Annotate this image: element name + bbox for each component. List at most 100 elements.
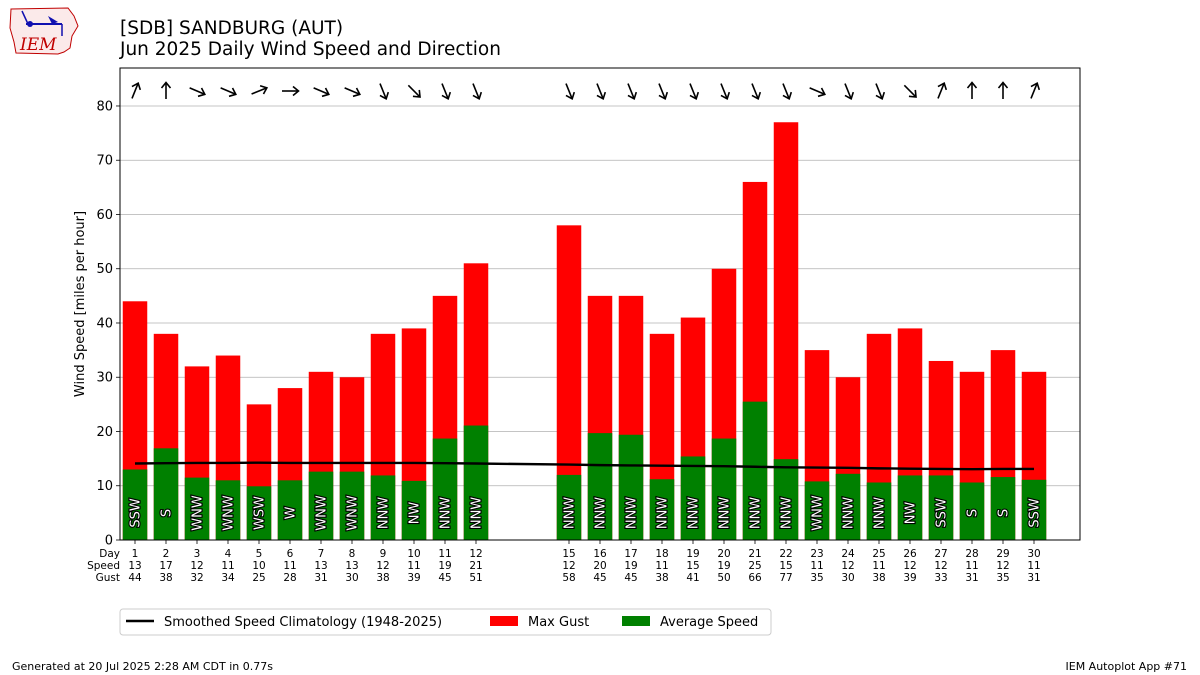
- average-speed-bar: [432, 438, 458, 540]
- arrow-head: [565, 91, 576, 101]
- table-cell: 3: [194, 548, 201, 560]
- direction-arrow: [251, 84, 269, 95]
- direction-arrow: [782, 83, 793, 101]
- arrow-shaft: [344, 87, 360, 95]
- direction-label: WNW: [346, 495, 361, 531]
- direction-label: WSW: [253, 496, 268, 530]
- average-speed-bar: [587, 433, 613, 540]
- direction-label: SSW: [935, 498, 950, 528]
- y-tick-label: 30: [96, 371, 113, 386]
- direction-arrow: [282, 85, 300, 97]
- direction-label: NNW: [780, 497, 795, 529]
- arrow-shaft: [627, 83, 635, 99]
- arrow-head: [720, 91, 731, 101]
- table-cell: 19: [717, 560, 730, 572]
- legend-box: [119, 608, 772, 636]
- logo-text: IEM: [19, 35, 57, 55]
- arrow-shaft: [751, 83, 759, 99]
- arrow-head: [472, 91, 483, 101]
- iem-logo: IEM: [8, 6, 80, 60]
- table-cell: 35: [810, 572, 823, 584]
- table-cell: 28: [283, 572, 296, 584]
- table-cell: 12: [190, 560, 203, 572]
- direction-label: WNW: [315, 495, 330, 531]
- direction-label: NNW: [873, 497, 888, 529]
- table-cell: 11: [283, 560, 296, 572]
- direction-label: NNW: [625, 497, 640, 529]
- arrow-head: [908, 89, 917, 98]
- climatology-line-path: [134, 461, 1034, 471]
- arrow-shaft: [565, 83, 573, 99]
- table-cell: 15: [779, 560, 792, 572]
- arrow-head: [197, 87, 206, 98]
- table-cell: 8: [349, 548, 356, 560]
- arrow-head: [997, 81, 1009, 89]
- table-cell: 12: [903, 560, 916, 572]
- table-cell: 38: [872, 572, 885, 584]
- table-cell: 10: [252, 560, 265, 572]
- table-cell: 5: [256, 548, 263, 560]
- table-cell: 39: [903, 572, 916, 584]
- y-tick-label: 50: [96, 262, 113, 277]
- average-speed-bar: [339, 471, 365, 540]
- arrow-head: [689, 91, 700, 101]
- direction-arrow: [689, 83, 700, 101]
- average-speed-bar: [742, 401, 768, 540]
- table-cell: 12: [934, 560, 947, 572]
- bars: [122, 122, 1047, 541]
- arrow-head: [321, 87, 330, 98]
- table-cell: 9: [380, 548, 387, 560]
- table-cell: 30: [345, 572, 358, 584]
- y-tick-label: 10: [96, 479, 113, 494]
- table-cell: 45: [438, 572, 451, 584]
- table-cell: 11: [221, 560, 234, 572]
- y-tick-label: 60: [96, 208, 113, 223]
- arrow-head: [292, 85, 300, 97]
- average-speed-bar: [649, 479, 675, 540]
- table-cell: 16: [593, 548, 607, 560]
- table-cell: 31: [1027, 572, 1040, 584]
- table-cell: 25: [252, 572, 265, 584]
- table-cell: 30: [841, 572, 854, 584]
- table-cell: 77: [779, 572, 792, 584]
- direction-arrow: [596, 83, 607, 101]
- direction-arrow: [344, 87, 361, 98]
- arrow-head: [1030, 81, 1041, 91]
- average-speed-bar: [897, 475, 923, 540]
- average-speed-bar: [122, 469, 148, 540]
- table-cell: 2: [163, 548, 170, 560]
- arrow-shaft: [131, 83, 139, 99]
- direction-arrow: [441, 83, 452, 101]
- table-cell: 39: [407, 572, 420, 584]
- arrow-head: [817, 87, 826, 98]
- table-cell: 33: [934, 572, 947, 584]
- footer-generated: Generated at 20 Jul 2025 2:28 AM CDT in …: [12, 660, 273, 673]
- average-speed-bar: [680, 456, 706, 540]
- arrow-shaft: [809, 87, 825, 95]
- table-cell: 44: [128, 572, 142, 584]
- average-speed-bar: [277, 480, 303, 540]
- direction-arrow: [131, 81, 142, 99]
- direction-arrow: [220, 87, 237, 98]
- direction-arrows: [131, 81, 1041, 101]
- direction-arrow: [875, 83, 886, 101]
- average-speed-bar: [401, 480, 427, 540]
- tick-labels: 0 10 20 30 40 50 60 70 80: [96, 99, 1035, 549]
- arrow-shaft: [658, 83, 666, 99]
- direction-label: NNW: [439, 497, 454, 529]
- y-tick-label: 0: [105, 534, 113, 549]
- legend-label-climatology: Smoothed Speed Climatology (1948-2025): [164, 615, 442, 630]
- arrow-head: [844, 91, 855, 101]
- arrow-shaft: [903, 84, 917, 98]
- average-speed-bar: [370, 475, 396, 540]
- y-tick-label: 70: [96, 154, 113, 169]
- table-cell: 50: [717, 572, 730, 584]
- table-cell: 17: [159, 560, 172, 572]
- arrow-head: [352, 87, 361, 98]
- direction-label: NNW: [749, 497, 764, 529]
- average-speed-bar: [215, 480, 241, 540]
- table-cell: 11: [810, 560, 823, 572]
- average-speed-bar: [711, 438, 737, 540]
- average-speed-bar: [246, 486, 272, 540]
